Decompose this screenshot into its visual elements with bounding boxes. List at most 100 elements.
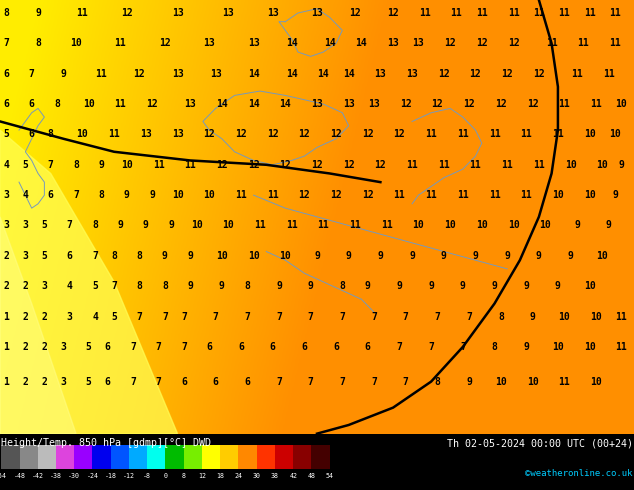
Text: 7: 7	[307, 312, 314, 321]
Text: 8: 8	[136, 251, 143, 261]
Text: 18: 18	[216, 473, 224, 479]
Text: 2: 2	[41, 377, 48, 387]
Text: 10: 10	[527, 377, 538, 387]
Text: 12: 12	[375, 160, 386, 170]
Text: 10: 10	[590, 377, 602, 387]
Text: 2: 2	[22, 377, 29, 387]
Text: 7: 7	[466, 312, 472, 321]
Text: 11: 11	[96, 69, 107, 79]
Text: 10: 10	[597, 251, 608, 261]
Text: 8: 8	[182, 473, 186, 479]
Text: 9: 9	[460, 281, 466, 291]
Text: 12: 12	[330, 190, 342, 200]
Text: 13: 13	[311, 99, 323, 109]
Text: 12: 12	[343, 160, 354, 170]
Text: 7: 7	[276, 312, 282, 321]
Text: 5: 5	[41, 220, 48, 230]
Text: 10: 10	[172, 190, 183, 200]
Text: 9: 9	[117, 220, 124, 230]
Text: 9: 9	[219, 281, 225, 291]
Bar	[38, 445, 56, 468]
Text: 7: 7	[434, 312, 441, 321]
Text: 14: 14	[216, 99, 228, 109]
Text: 13: 13	[204, 38, 215, 49]
Text: 9: 9	[555, 281, 561, 291]
Text: 12: 12	[299, 190, 310, 200]
Bar	[202, 445, 220, 468]
Text: 7: 7	[3, 38, 10, 49]
Text: 9: 9	[365, 281, 371, 291]
Text: 7: 7	[73, 190, 79, 200]
Text: 7: 7	[181, 342, 187, 352]
Text: 7: 7	[371, 312, 377, 321]
Text: 2: 2	[41, 342, 48, 352]
Text: 11: 11	[235, 190, 247, 200]
Text: 11: 11	[286, 220, 297, 230]
Text: 11: 11	[451, 8, 462, 18]
Text: 11: 11	[457, 190, 469, 200]
Text: 2: 2	[22, 312, 29, 321]
Text: 14: 14	[318, 69, 329, 79]
Text: 12: 12	[444, 38, 456, 49]
Text: 7: 7	[111, 281, 117, 291]
Text: 9: 9	[472, 251, 479, 261]
Text: 14: 14	[280, 99, 291, 109]
Text: 9: 9	[504, 251, 510, 261]
Text: 12: 12	[159, 38, 171, 49]
Text: 9: 9	[187, 251, 193, 261]
Text: 6: 6	[181, 377, 187, 387]
Bar	[20, 445, 38, 468]
Text: 11: 11	[425, 190, 437, 200]
Text: 10: 10	[552, 342, 564, 352]
Text: 13: 13	[311, 8, 323, 18]
Text: 7: 7	[155, 342, 162, 352]
Text: 7: 7	[162, 312, 168, 321]
Text: 13: 13	[210, 69, 221, 79]
Text: 8: 8	[3, 8, 10, 18]
Text: 9: 9	[149, 190, 155, 200]
Text: -24: -24	[86, 473, 98, 479]
Text: 9: 9	[377, 251, 384, 261]
Text: 8: 8	[35, 38, 41, 49]
Text: 13: 13	[172, 69, 183, 79]
Text: 8: 8	[48, 129, 54, 140]
Text: 11: 11	[406, 160, 418, 170]
Text: 8: 8	[491, 342, 498, 352]
Text: 12: 12	[476, 38, 488, 49]
Text: 12: 12	[134, 69, 145, 79]
Text: 14: 14	[356, 38, 367, 49]
Text: 7: 7	[29, 69, 35, 79]
Text: 11: 11	[267, 190, 278, 200]
Polygon shape	[0, 130, 178, 434]
Text: 14: 14	[286, 38, 297, 49]
Text: 1: 1	[3, 342, 10, 352]
Text: 12: 12	[527, 99, 538, 109]
Text: 7: 7	[396, 342, 403, 352]
Text: 5: 5	[92, 281, 98, 291]
Text: 9: 9	[187, 281, 193, 291]
Text: 11: 11	[254, 220, 266, 230]
Text: 8: 8	[92, 220, 98, 230]
Text: 5: 5	[111, 312, 117, 321]
Text: 7: 7	[130, 377, 136, 387]
Text: 10: 10	[476, 220, 488, 230]
Text: 3: 3	[22, 220, 29, 230]
Text: 10: 10	[559, 312, 570, 321]
Text: 11: 11	[559, 8, 570, 18]
Text: 10: 10	[540, 220, 551, 230]
Bar	[275, 445, 293, 468]
Text: 10: 10	[597, 160, 608, 170]
Text: 10: 10	[121, 160, 133, 170]
Text: 12: 12	[121, 8, 133, 18]
Text: 12: 12	[470, 69, 481, 79]
Text: -30: -30	[68, 473, 81, 479]
Text: 8: 8	[244, 281, 250, 291]
Text: 11: 11	[559, 377, 570, 387]
Text: 7: 7	[403, 312, 409, 321]
Text: 8: 8	[111, 251, 117, 261]
Polygon shape	[0, 217, 76, 434]
Text: 11: 11	[521, 190, 532, 200]
Text: 14: 14	[324, 38, 335, 49]
Text: 11: 11	[115, 38, 126, 49]
Text: 11: 11	[533, 8, 545, 18]
